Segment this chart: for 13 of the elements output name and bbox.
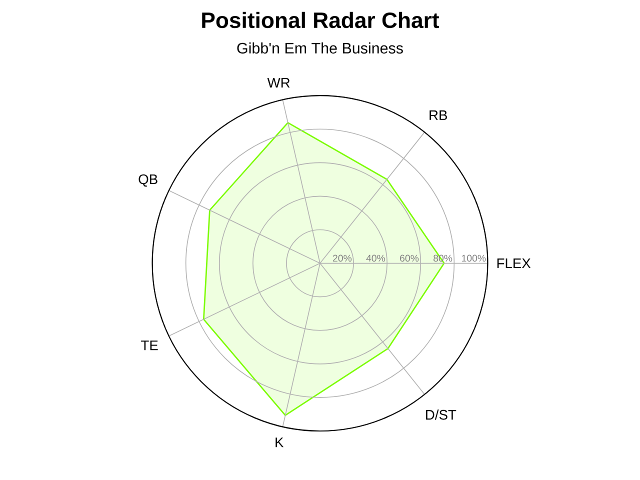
spoke-label: WR [267,78,290,88]
spoke-label: FLEX [497,258,531,268]
spoke-label: RB [430,110,448,120]
y-tick-label: 40% [366,254,386,262]
spoke-label: D/ST [426,410,456,420]
spoke-label: TE [141,340,158,350]
chart-title: Positional Radar Chart [202,12,440,28]
y-tick-label: 20% [332,254,352,262]
y-tick-label: 60% [400,254,419,262]
spoke-label: QB [138,174,158,187]
y-tick-label: 100% [462,254,486,262]
chart-subtitle: Gibb'n Em The Business [237,42,403,54]
spoke-label: K [276,438,284,448]
